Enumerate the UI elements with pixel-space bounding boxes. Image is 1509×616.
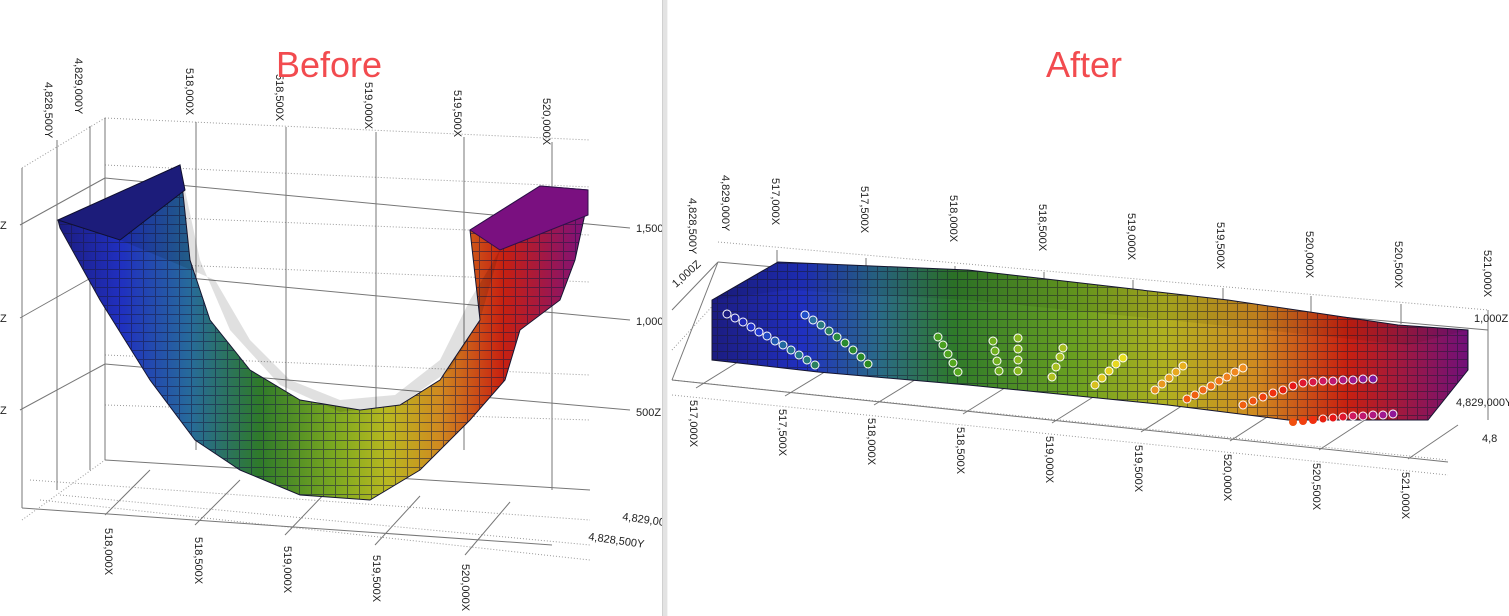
y-axis-right-labels: 4,829,00 4,828,500Y: [588, 511, 662, 551]
x-tick-label: 521,000X: [1481, 250, 1493, 298]
y-tick-label: 4,829,000Y: [1456, 397, 1509, 409]
y-tick-label: 4,828,500Y: [686, 198, 698, 255]
x-tick-label: 517,000X: [769, 178, 781, 226]
y-tick-label: 4,828,500Y: [42, 82, 54, 139]
x-axis-top-labels: 518,000X 518,500X 519,000X 519,500X 520,…: [183, 68, 552, 146]
after-3d-plot[interactable]: 517,000X 517,500X 518,000X 518,500X 519,…: [668, 0, 1509, 616]
x-tick-label: 521,000X: [1399, 472, 1411, 520]
before-3d-plot[interactable]: 518,000X 518,500X 519,000X 519,500X 520,…: [0, 0, 662, 616]
grid-lines: [21, 117, 591, 561]
z-tick-label-left: Z: [0, 220, 7, 232]
x-tick-label: 519,500X: [1132, 445, 1144, 493]
after-chart-panel: 517,000X 517,500X 518,000X 518,500X 519,…: [668, 0, 1509, 616]
x-tick-label: 518,500X: [192, 537, 204, 585]
x-tick-label: 519,500X: [451, 90, 463, 138]
z-tick-label-left: Z: [0, 405, 7, 417]
x-tick-label: 518,500X: [273, 74, 285, 122]
y-tick-label: 4,8: [1482, 433, 1497, 445]
z-axis-labels: 1,500 1,000 500Z Z Z Z: [0, 220, 662, 419]
z-tick-label: 1,000Z: [670, 258, 704, 290]
sample-points[interactable]: [722, 309, 1398, 426]
x-tick-label: 518,500X: [1036, 204, 1048, 252]
y-tick-label: 4,829,000Y: [72, 58, 84, 115]
z-tick-label: 1,000: [636, 316, 662, 328]
x-tick-label: 519,000X: [362, 82, 374, 130]
y-axis-top-labels: 4,828,500Y 4,829,000Y: [42, 58, 84, 139]
x-tick-label: 517,500X: [858, 186, 870, 234]
panel-splitter[interactable]: [662, 0, 668, 616]
x-tick-label: 518,500X: [954, 427, 966, 475]
x-tick-label: 520,000X: [540, 98, 552, 146]
z-tick-label-left: Z: [0, 313, 7, 325]
before-chart-panel: 518,000X 518,500X 519,000X 519,500X 520,…: [0, 0, 662, 616]
x-tick-label: 517,500X: [776, 409, 788, 457]
z-tick-label: 1,000Z: [1474, 313, 1509, 325]
x-tick-label: 518,000X: [102, 528, 114, 576]
x-tick-label: 519,500X: [1214, 222, 1226, 270]
x-axis-bottom-labels: 517,000X 517,500X 518,000X 518,500X 519,…: [687, 400, 1411, 520]
x-tick-label: 519,500X: [370, 555, 382, 603]
x-tick-label: 519,000X: [281, 546, 293, 594]
before-title: Before: [276, 44, 383, 85]
x-axis-top-labels: 517,000X 517,500X 518,000X 518,500X 519,…: [769, 178, 1493, 298]
x-tick-label: 519,000X: [1043, 436, 1055, 484]
x-tick-label: 518,000X: [947, 195, 959, 243]
y-tick-label: 4,829,00: [622, 511, 662, 529]
y-tick-label: 4,828,500Y: [588, 531, 646, 551]
block-model-flattened[interactable]: [711, 261, 1469, 421]
x-axis-bottom-labels: 518,000X 518,500X 519,000X 519,500X 520,…: [102, 528, 471, 612]
y-axis-right-labels: 4,829,000Y 4,8: [1456, 397, 1509, 445]
after-title: After: [1046, 44, 1123, 85]
x-tick-label: 519,000X: [1125, 213, 1137, 261]
x-tick-label: 520,500X: [1392, 241, 1404, 289]
x-tick-label: 520,000X: [1221, 454, 1233, 502]
x-tick-label: 520,000X: [459, 564, 471, 612]
y-tick-label: 4,829,000Y: [719, 175, 731, 232]
x-tick-label: 520,000X: [1303, 231, 1315, 279]
x-tick-label: 520,500X: [1310, 463, 1322, 511]
z-tick-label: 500Z: [636, 407, 661, 419]
x-tick-label: 517,000X: [687, 400, 699, 448]
x-tick-label: 518,000X: [183, 68, 195, 116]
z-tick-label: 1,500: [636, 223, 662, 235]
x-tick-label: 518,000X: [865, 418, 877, 466]
y-axis-top-labels: 4,828,500Y 4,829,000Y: [686, 175, 731, 255]
block-model-u-shape[interactable]: [56, 164, 589, 501]
